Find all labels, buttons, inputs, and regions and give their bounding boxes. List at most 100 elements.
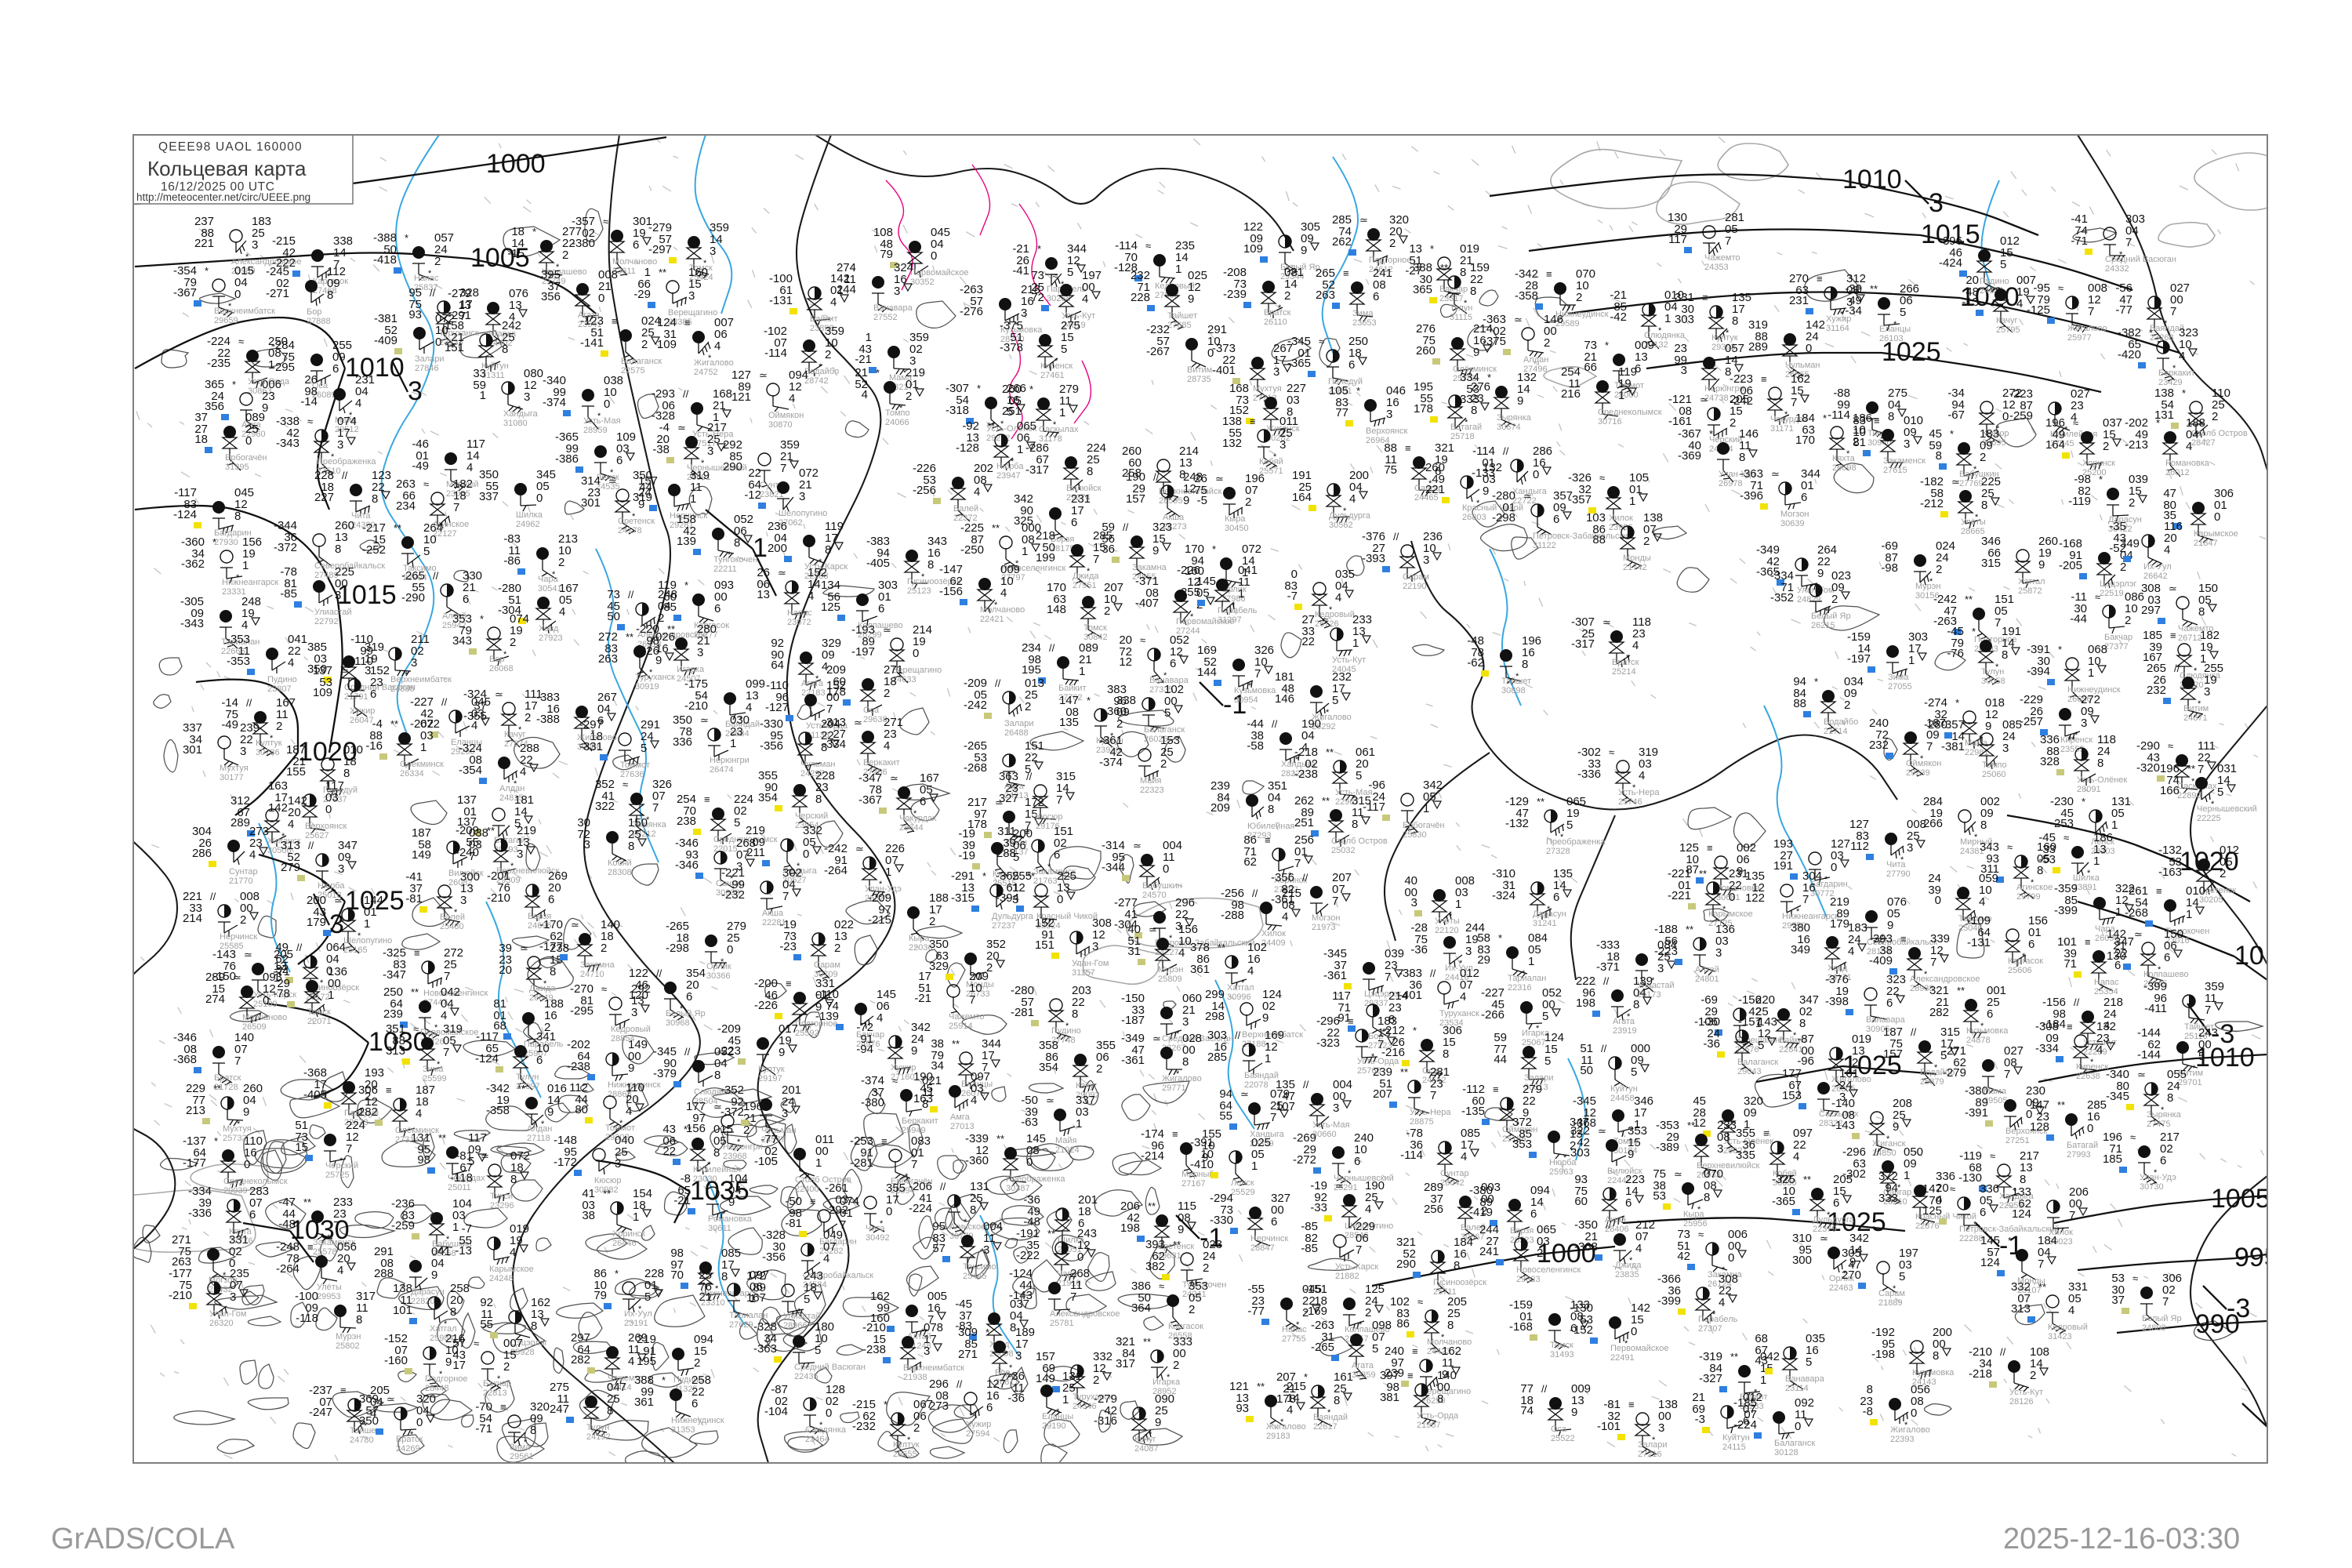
svg-text:Байкит: Байкит bbox=[1058, 684, 1086, 693]
svg-text:Усть-Мая: Усть-Мая bbox=[583, 416, 621, 426]
svg-text:87: 87 bbox=[971, 533, 984, 546]
svg-text:Улан-Удэ: Улан-Удэ bbox=[2140, 1173, 2176, 1182]
svg-text:**: ** bbox=[996, 1133, 1004, 1145]
svg-text:55: 55 bbox=[1229, 426, 1242, 440]
svg-text:21714: 21714 bbox=[1824, 727, 1848, 736]
svg-text:2: 2 bbox=[641, 338, 648, 351]
svg-text:24066: 24066 bbox=[885, 418, 909, 427]
svg-text:0: 0 bbox=[234, 288, 241, 301]
svg-text:≈: ≈ bbox=[1990, 1150, 1995, 1162]
svg-text:23191: 23191 bbox=[624, 1319, 648, 1328]
svg-text:7: 7 bbox=[1791, 396, 1797, 409]
svg-text:29: 29 bbox=[1132, 482, 1145, 495]
svg-text:21924: 21924 bbox=[1055, 1145, 1080, 1155]
svg-text:Столб Остров: Столб Остров bbox=[2191, 429, 2248, 438]
svg-text:73: 73 bbox=[1236, 394, 1249, 407]
svg-text:3: 3 bbox=[1015, 1349, 1022, 1363]
svg-text:24269: 24269 bbox=[396, 1444, 420, 1454]
svg-text:6: 6 bbox=[1373, 290, 1379, 303]
svg-text:23555: 23555 bbox=[2060, 745, 2085, 754]
svg-text:30: 30 bbox=[772, 1240, 786, 1254]
svg-text:27755: 27755 bbox=[1282, 1334, 1306, 1344]
svg-text:3: 3 bbox=[524, 390, 530, 404]
svg-text:06: 06 bbox=[1740, 384, 1753, 397]
svg-text:≃: ≃ bbox=[387, 1393, 395, 1405]
svg-text:**: ** bbox=[626, 631, 633, 643]
svg-text:30: 30 bbox=[1419, 273, 1432, 286]
svg-text:21770: 21770 bbox=[229, 877, 253, 886]
svg-text:0: 0 bbox=[416, 1416, 423, 1429]
svg-text:≃: ≃ bbox=[1152, 1033, 1161, 1044]
svg-text:82: 82 bbox=[1281, 883, 1294, 896]
svg-text:89: 89 bbox=[753, 1281, 766, 1294]
svg-text:25963: 25963 bbox=[1549, 1167, 1573, 1177]
svg-text:45: 45 bbox=[1491, 998, 1504, 1011]
svg-text:2: 2 bbox=[884, 687, 890, 700]
svg-text://: // bbox=[1252, 887, 1258, 899]
svg-text://: // bbox=[995, 677, 1001, 689]
svg-text:≈: ≈ bbox=[2095, 591, 2100, 603]
svg-text:≡: ≡ bbox=[340, 1385, 347, 1396]
svg-text:**: ** bbox=[1400, 1066, 1408, 1078]
svg-text:Тикси: Тикси bbox=[490, 1192, 513, 1201]
svg-text:4: 4 bbox=[971, 1094, 977, 1107]
svg-text:Кедровый: Кедровый bbox=[1315, 610, 1355, 619]
svg-text:Нерчинск: Нерчинск bbox=[220, 932, 257, 942]
svg-text:5: 5 bbox=[1356, 769, 1362, 782]
svg-text:3: 3 bbox=[710, 245, 716, 258]
svg-text:Сунтар: Сунтар bbox=[1440, 1169, 1469, 1178]
svg-text:8: 8 bbox=[1522, 658, 1528, 671]
svg-text:84: 84 bbox=[1709, 1362, 1722, 1375]
svg-text:24248: 24248 bbox=[489, 1274, 514, 1283]
svg-text:≈: ≈ bbox=[307, 416, 313, 427]
svg-text:85: 85 bbox=[964, 1338, 978, 1351]
svg-text:3: 3 bbox=[1386, 408, 1392, 421]
svg-text:≃: ≃ bbox=[2134, 928, 2143, 940]
svg-text:25: 25 bbox=[1581, 627, 1595, 641]
svg-text:*: * bbox=[1430, 243, 1434, 255]
svg-text:29771: 29771 bbox=[1162, 1083, 1186, 1093]
svg-text:31: 31 bbox=[663, 328, 677, 341]
svg-text:01: 01 bbox=[1502, 501, 1515, 514]
svg-text:62: 62 bbox=[2147, 1038, 2161, 1051]
svg-text:≈: ≈ bbox=[1323, 614, 1328, 626]
svg-text:6: 6 bbox=[920, 795, 926, 808]
svg-text:14: 14 bbox=[1211, 1000, 1225, 1013]
svg-text:12: 12 bbox=[975, 1144, 989, 1157]
svg-text:*: * bbox=[1950, 428, 1954, 440]
svg-text:**: ** bbox=[1870, 283, 1878, 295]
svg-text:8: 8 bbox=[2167, 1091, 2173, 1105]
svg-text:Тариалан: Тариалан bbox=[729, 1311, 768, 1320]
svg-text:Закамна: Закамна bbox=[1132, 563, 1167, 572]
svg-text:63: 63 bbox=[1853, 1157, 1866, 1171]
svg-text:*: * bbox=[2008, 1235, 2012, 1247]
svg-text:27013: 27013 bbox=[950, 1122, 975, 1131]
svg-text:Хоринск: Хоринск bbox=[2082, 459, 2115, 468]
svg-text:64: 64 bbox=[1219, 1099, 1232, 1112]
svg-text:2: 2 bbox=[1284, 289, 1290, 303]
svg-text:49: 49 bbox=[2135, 428, 2148, 441]
svg-text:08: 08 bbox=[1842, 1109, 1855, 1122]
svg-text:Джида: Джида bbox=[1073, 572, 1099, 581]
svg-text:74: 74 bbox=[2166, 774, 2180, 787]
svg-text:29183: 29183 bbox=[1266, 1432, 1290, 1441]
svg-text:Беркакит: Беркакит bbox=[863, 758, 900, 768]
svg-text:Напас: Напас bbox=[787, 608, 812, 618]
svg-text:26047: 26047 bbox=[350, 716, 374, 725]
svg-text:63: 63 bbox=[935, 949, 949, 963]
svg-text:Монды: Монды bbox=[1623, 554, 1651, 563]
svg-text:2: 2 bbox=[1831, 593, 1838, 606]
svg-text:75: 75 bbox=[178, 1245, 191, 1258]
svg-text:9: 9 bbox=[547, 1105, 554, 1119]
svg-text:≡: ≡ bbox=[307, 1241, 314, 1253]
svg-text:≡: ≡ bbox=[1707, 842, 1713, 854]
svg-text:71: 71 bbox=[1243, 845, 1257, 858]
svg-text:40: 40 bbox=[1688, 439, 1701, 452]
svg-text:53: 53 bbox=[319, 676, 332, 689]
svg-text:6: 6 bbox=[1271, 1215, 1277, 1229]
svg-text:**: ** bbox=[1686, 924, 1693, 935]
svg-text://: // bbox=[1503, 445, 1509, 457]
svg-text:7: 7 bbox=[1294, 857, 1301, 870]
svg-text:6: 6 bbox=[633, 238, 639, 252]
svg-text:84: 84 bbox=[1217, 791, 1230, 804]
